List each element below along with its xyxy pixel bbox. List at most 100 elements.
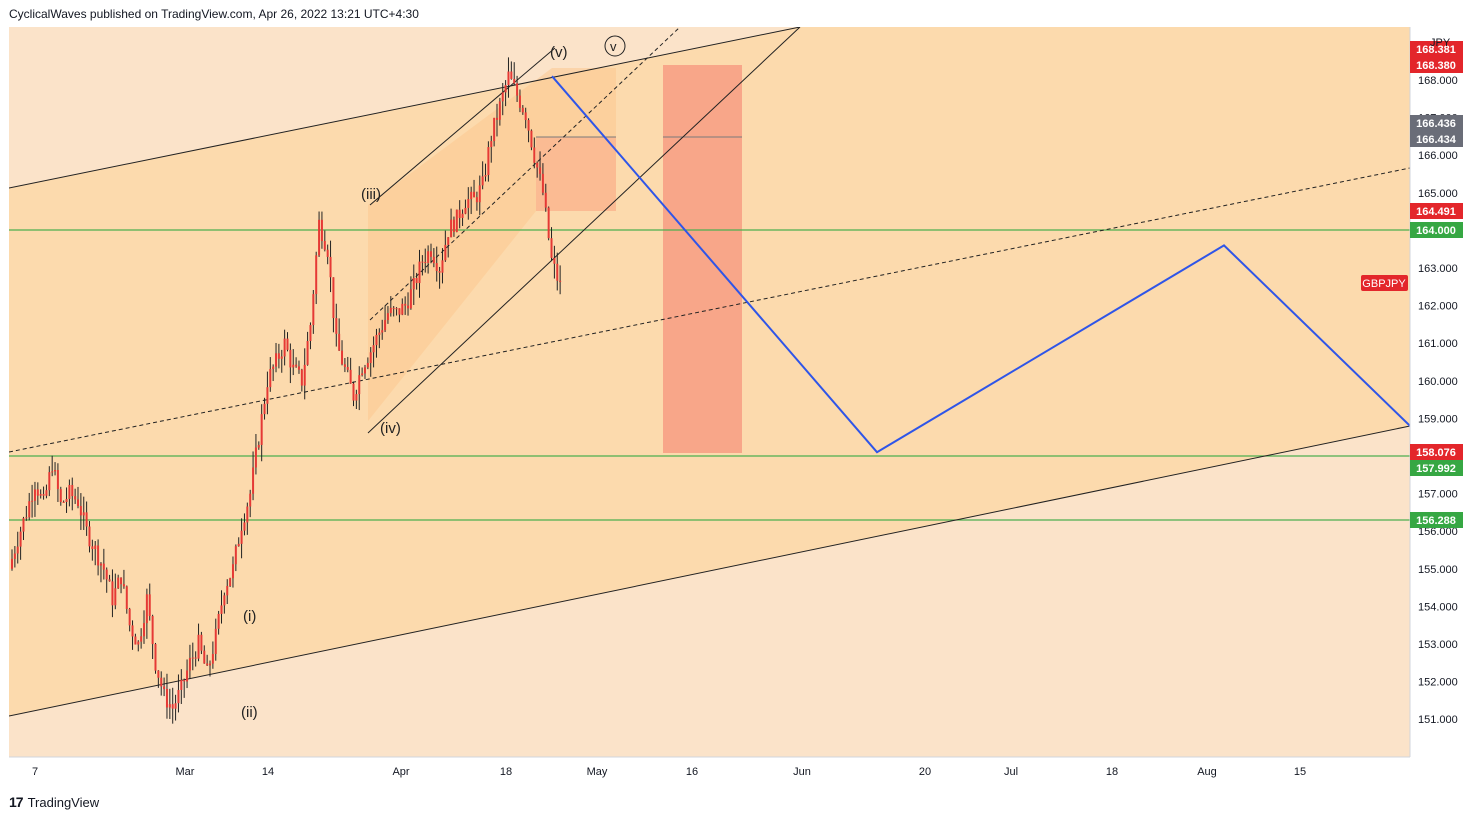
candle-body — [134, 636, 137, 645]
price-axis[interactable]: 151.000 152.000 153.000 154.000 155.000 156.0… — [1418, 75, 1458, 726]
price-tag: 164.491 — [1416, 206, 1456, 218]
price-tag: 156.288 — [1416, 515, 1456, 527]
candle-body — [102, 563, 105, 570]
tradingview-logo-icon: 17 — [9, 794, 24, 810]
candle-body — [220, 605, 223, 614]
candle-body — [323, 241, 326, 250]
symbol-badge: GBPJPY — [1361, 275, 1408, 291]
candle-body — [398, 308, 401, 315]
time-axis-tick: 18 — [1106, 766, 1118, 778]
wave-label-ii: (ii) — [241, 704, 258, 721]
time-axis-tick: 18 — [500, 766, 512, 778]
candle-body — [510, 71, 513, 79]
candle-body — [547, 207, 550, 239]
candle-body — [140, 636, 143, 642]
price-tag-bg — [1410, 131, 1463, 147]
candle-body — [401, 303, 404, 315]
candle-body — [28, 501, 31, 518]
candle-body — [151, 616, 154, 645]
candle-body — [257, 444, 260, 448]
candle-body — [54, 470, 57, 472]
candle-body — [237, 543, 240, 547]
price-tags: 168.381 168.380 166.436 166.434 164.491 164.0… — [1410, 41, 1463, 528]
candle-body — [329, 256, 332, 278]
candle-body — [125, 586, 128, 609]
candle-body — [186, 670, 189, 682]
time-axis-tick: 14 — [262, 766, 274, 778]
wave-label-iii: (iii) — [361, 186, 381, 203]
candle-body — [59, 489, 62, 502]
candle-body — [521, 107, 524, 113]
candle-body — [33, 489, 36, 501]
candle-body — [498, 101, 501, 120]
candle-body — [48, 472, 51, 491]
publish-header: CyclicalWaves published on TradingView.c… — [9, 7, 419, 21]
candle-body — [493, 117, 496, 142]
footer-brand[interactable]: 17 TradingView — [9, 794, 99, 810]
candle-body — [217, 613, 220, 629]
candle-body — [343, 364, 346, 368]
time-axis-tick: 15 — [1294, 766, 1306, 778]
candle-body — [36, 489, 39, 496]
candle-body — [283, 338, 286, 357]
candle-body — [200, 634, 203, 651]
candle-body — [97, 545, 100, 566]
candle-body — [145, 594, 148, 624]
candle-body — [518, 95, 521, 108]
candle-body — [154, 644, 157, 671]
candle-body — [148, 594, 151, 617]
candle-body — [163, 686, 166, 689]
candle-body — [366, 362, 369, 368]
price-tag-bg — [1410, 115, 1463, 131]
candle-body — [392, 307, 395, 309]
candle-body — [504, 85, 507, 93]
candle-body — [79, 506, 82, 516]
candle-body — [62, 501, 65, 503]
candle-body — [553, 257, 556, 264]
time-axis-tick: Apr — [392, 766, 409, 778]
candle-body — [386, 313, 389, 321]
candle-body — [180, 679, 183, 690]
red-target-box — [663, 65, 742, 453]
candle-body — [309, 325, 312, 342]
channel-lower-line — [9, 425, 1410, 717]
candle-body — [269, 369, 272, 388]
candle-body — [363, 367, 366, 374]
candle-body — [289, 349, 292, 368]
candle-body — [481, 176, 484, 186]
impulse-lower-line — [367, 27, 801, 434]
candle-body — [524, 112, 527, 121]
candle-body — [312, 294, 315, 326]
projection-path — [551, 75, 1410, 454]
candle-body — [71, 485, 74, 497]
price-axis-tick: 153.000 — [1418, 639, 1458, 651]
candle-body — [137, 641, 140, 645]
candle-body — [77, 499, 80, 507]
candle-body — [11, 558, 13, 569]
candle-body — [252, 467, 255, 494]
price-axis-tick: 163.000 — [1418, 263, 1458, 275]
candle-body — [384, 320, 387, 331]
candle-body — [260, 414, 263, 445]
candle-body — [168, 704, 171, 708]
price-tag-bg — [1410, 444, 1463, 460]
price-axis-tick: 162.000 — [1418, 301, 1458, 313]
price-tag: 168.381 — [1416, 44, 1456, 56]
candle-body — [550, 238, 553, 258]
price-axis-tick: 159.000 — [1418, 413, 1458, 425]
candle-body — [536, 162, 539, 168]
wave-label-i: (i) — [243, 608, 256, 625]
price-tag-bg — [1410, 222, 1463, 238]
candle-body — [441, 260, 444, 273]
candle-body — [475, 197, 478, 203]
candle-body — [157, 670, 160, 678]
candle-body — [412, 277, 415, 290]
candle-body — [513, 78, 516, 84]
candle-body — [105, 569, 108, 580]
time-axis[interactable]: 7 Mar 14 Apr 18 May 16 Jun 20 Jul 18 Aug 15 — [32, 766, 1306, 778]
candle-body — [378, 332, 381, 335]
candle-body — [211, 653, 214, 664]
candle-body — [99, 563, 102, 566]
